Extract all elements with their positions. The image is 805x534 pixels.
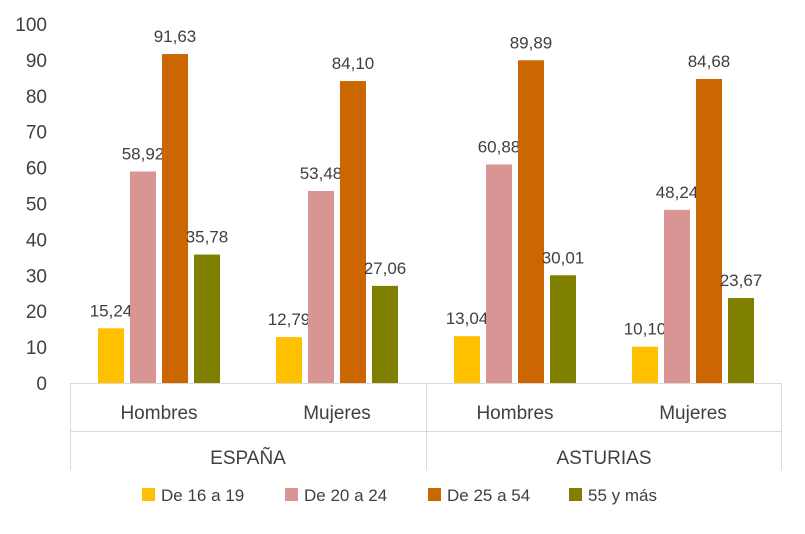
data-label: 53,48 <box>300 164 343 183</box>
legend-swatch <box>569 488 582 501</box>
y-tick-label: 60 <box>26 159 47 180</box>
y-tick-label: 100 <box>15 15 47 36</box>
data-label: 89,89 <box>510 33 553 52</box>
data-label: 91,63 <box>154 27 197 46</box>
y-tick-label: 20 <box>26 302 47 323</box>
y-tick-label: 80 <box>26 87 47 108</box>
y-tick-label: 90 <box>26 51 47 72</box>
bar <box>130 171 156 383</box>
data-label: 84,10 <box>332 54 375 73</box>
bar <box>340 81 366 383</box>
legend-swatch <box>428 488 441 501</box>
bar <box>518 60 544 383</box>
legend-swatch <box>285 488 298 501</box>
y-tick-label: 70 <box>26 123 47 144</box>
bar <box>194 255 220 383</box>
legend-label: 55 y más <box>588 486 657 505</box>
y-tick-label: 0 <box>36 374 47 395</box>
bar <box>550 275 576 383</box>
y-tick-label: 40 <box>26 230 47 251</box>
data-label: 23,67 <box>720 271 763 290</box>
data-label: 58,92 <box>122 144 165 163</box>
group-label: ESPAÑA <box>210 447 286 469</box>
y-tick-label: 10 <box>26 338 47 359</box>
bar <box>162 54 188 383</box>
bar <box>454 336 480 383</box>
data-label: 15,24 <box>90 301 133 320</box>
data-label: 35,78 <box>186 228 229 247</box>
legend-label: De 25 a 54 <box>447 486 530 505</box>
category-label: Mujeres <box>659 403 727 424</box>
data-label: 27,06 <box>364 259 407 278</box>
category-label: Hombres <box>476 403 553 424</box>
bar <box>276 337 302 383</box>
bar <box>696 79 722 383</box>
data-label: 30,01 <box>542 248 585 267</box>
data-label: 13,04 <box>446 309 489 328</box>
legend-label: De 20 a 24 <box>304 486 387 505</box>
data-label: 60,88 <box>478 137 521 156</box>
y-tick-label: 30 <box>26 266 47 287</box>
bar <box>98 328 124 383</box>
data-label: 10,10 <box>624 320 667 339</box>
group-label: ASTURIAS <box>556 448 651 469</box>
category-label: Mujeres <box>303 403 371 424</box>
category-label: Hombres <box>120 403 197 424</box>
bar <box>664 210 690 383</box>
legend-swatch <box>142 488 155 501</box>
bar <box>486 164 512 383</box>
data-label: 84,68 <box>688 52 731 71</box>
bar <box>632 347 658 383</box>
y-tick-label: 50 <box>26 195 47 216</box>
legend-label: De 16 a 19 <box>161 486 244 505</box>
bar <box>308 191 334 383</box>
bar <box>372 286 398 383</box>
data-label: 12,79 <box>268 310 311 329</box>
data-label: 48,24 <box>656 183 699 202</box>
bar <box>728 298 754 383</box>
